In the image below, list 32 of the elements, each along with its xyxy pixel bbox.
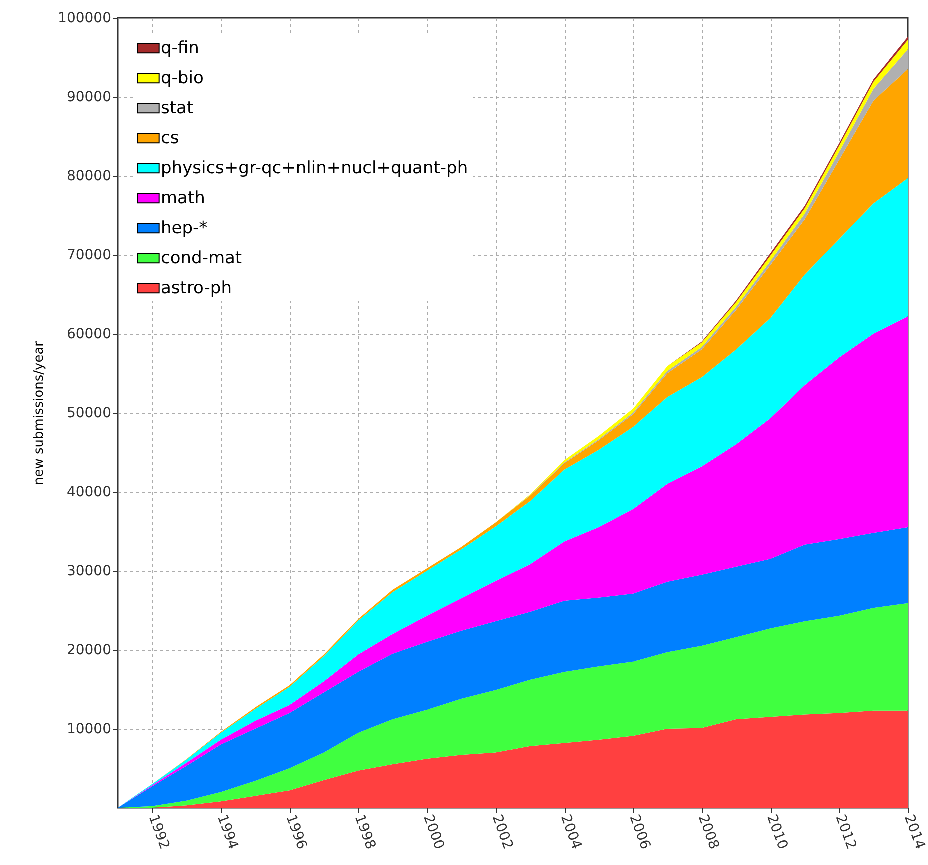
y-tick-label: 30000 <box>66 564 112 580</box>
legend-label: math <box>161 188 206 208</box>
legend-label: q-bio <box>161 68 204 88</box>
x-tick-label: 2012 <box>832 812 860 852</box>
x-tick-label: 1992 <box>145 812 173 852</box>
y-tick-label: 70000 <box>66 248 112 264</box>
x-tick-label: 2000 <box>420 812 448 852</box>
y-tick-label: 100000 <box>58 10 112 26</box>
y-axis-title: new submissions/year <box>32 340 48 486</box>
y-tick-label: 40000 <box>66 484 112 500</box>
legend-label: stat <box>161 98 194 118</box>
x-tick-label: 1998 <box>351 812 379 852</box>
y-tick-label: 80000 <box>66 168 112 184</box>
legend-label: hep-* <box>161 218 208 238</box>
legend-label: q-fin <box>161 38 200 58</box>
x-tick-label: 2014 <box>900 812 928 852</box>
y-tick-label: 10000 <box>66 722 112 738</box>
y-tick-label: 90000 <box>66 90 112 106</box>
x-tick-label: 2002 <box>488 812 516 852</box>
legend-label: astro-ph <box>161 278 232 298</box>
y-tick-label: 60000 <box>66 326 112 342</box>
x-tick-label: 2008 <box>694 812 722 852</box>
x-tick-label: 1996 <box>282 812 310 852</box>
legend-label: cs <box>161 128 180 148</box>
x-tick-label: 2006 <box>626 812 654 852</box>
x-tick-label: 1994 <box>214 812 242 852</box>
y-tick-label: 50000 <box>66 406 112 422</box>
x-tick-label: 2004 <box>558 812 585 852</box>
legend-label: physics+gr-qc+nlin+nucl+quant-ph <box>161 158 468 178</box>
y-tick-label: 20000 <box>66 642 112 658</box>
x-tick-label: 2010 <box>764 812 791 852</box>
legend-label: cond-mat <box>161 248 242 268</box>
